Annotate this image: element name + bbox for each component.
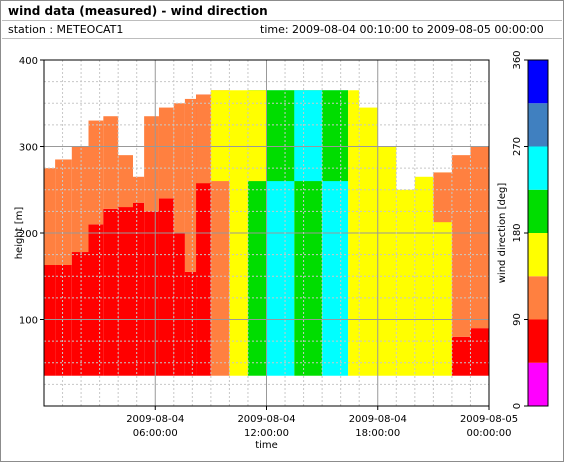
x-tick-label-date: 2009-08-04 bbox=[237, 414, 295, 425]
colorbar-label: wind direction [deg] bbox=[497, 183, 508, 284]
chart-title: wind data (measured) - wind direction bbox=[8, 4, 268, 18]
colorbar-band-7 bbox=[528, 60, 548, 104]
colorbar-band-5 bbox=[528, 146, 548, 190]
x-tick-label-date: 2009-08-04 bbox=[349, 414, 407, 425]
data-cell-low-24 bbox=[451, 336, 471, 376]
y-tick-label: 200 bbox=[19, 229, 38, 240]
y-tick-label: 300 bbox=[19, 143, 38, 154]
data-cell-low-25 bbox=[470, 328, 489, 376]
data-cell-top-12 bbox=[210, 90, 230, 182]
info-bar: station : METEOCAT1 time: 2009-08-04 00:… bbox=[2, 21, 562, 39]
x-tick-label-date: 2009-08-05 bbox=[460, 414, 518, 425]
data-cell-low-3 bbox=[88, 224, 104, 376]
data-cell-low-10 bbox=[184, 271, 197, 376]
station-label: station : METEOCAT1 bbox=[8, 23, 124, 36]
data-cell-low-9 bbox=[173, 233, 185, 376]
colorbar-band-3 bbox=[528, 233, 548, 277]
colorbar-band-1 bbox=[528, 319, 548, 363]
y-tick-label: 100 bbox=[19, 316, 38, 327]
data-cell-upper-25 bbox=[470, 146, 489, 329]
data-cell-upper-20 bbox=[377, 146, 397, 376]
data-cell-low-0 bbox=[44, 265, 56, 376]
data-cell-top-23 bbox=[433, 172, 452, 223]
x-tick-label-date: 2009-08-04 bbox=[126, 414, 184, 425]
data-cell-upper-23 bbox=[433, 172, 452, 376]
colorbar-tick-label: 270 bbox=[512, 137, 523, 156]
x-tick-label-time: 00:00:00 bbox=[467, 428, 512, 439]
data-cell-upper-0 bbox=[44, 168, 56, 266]
x-tick-label-time: 06:00:00 bbox=[133, 428, 178, 439]
title-bar: wind data (measured) - wind direction bbox=[2, 2, 562, 21]
data-cell-top-17 bbox=[322, 90, 349, 182]
colorbar-band-2 bbox=[528, 276, 548, 320]
colorbar-band-6 bbox=[528, 103, 548, 147]
data-cell-low-5 bbox=[118, 207, 133, 376]
data-cell-upper-6 bbox=[133, 176, 145, 203]
data-cell-top-14 bbox=[247, 90, 267, 182]
colorbar-tick-label: 0 bbox=[512, 403, 523, 409]
data-cell-low-6 bbox=[133, 202, 145, 376]
y-tick-label: 400 bbox=[19, 56, 38, 67]
data-cell-low-4 bbox=[103, 208, 119, 376]
data-cell-upper-4 bbox=[103, 116, 119, 209]
data-cell-upper-9 bbox=[173, 103, 185, 233]
data-cell-low-7 bbox=[144, 211, 159, 376]
data-cell-top-11 bbox=[196, 94, 211, 184]
data-cell-upper-24 bbox=[451, 155, 471, 337]
time-range-label: time: 2009-08-04 00:10:00 to 2009-08-05 … bbox=[260, 23, 544, 36]
data-cell-upper-3 bbox=[88, 120, 104, 225]
data-cell-upper-19 bbox=[359, 107, 378, 376]
data-cell-upper-21 bbox=[396, 189, 415, 376]
data-cell-upper-7 bbox=[144, 116, 159, 212]
y-axis-label: height [m] bbox=[14, 207, 25, 260]
data-cell-top-16 bbox=[294, 90, 323, 182]
data-cell-low-2 bbox=[71, 252, 89, 376]
data-cell-upper-5 bbox=[118, 155, 133, 208]
data-cell-upper-10 bbox=[184, 98, 197, 272]
colorbar-tick-label: 180 bbox=[512, 223, 523, 242]
colorbar-band-4 bbox=[528, 189, 548, 233]
colorbar-tick-label: 90 bbox=[512, 313, 523, 326]
data-cell-low-1 bbox=[55, 265, 72, 376]
data-cell-upper-1 bbox=[55, 159, 72, 266]
colorbar-band-0 bbox=[528, 362, 548, 406]
data-cell-low-8 bbox=[158, 198, 174, 376]
data-cell-upper-2 bbox=[71, 146, 89, 253]
x-tick-label-time: 12:00:00 bbox=[244, 428, 289, 439]
x-axis-label: time bbox=[255, 440, 278, 451]
colorbar-tick-label: 360 bbox=[512, 50, 523, 69]
data-cell-upper-8 bbox=[158, 107, 174, 199]
x-tick-label-time: 18:00:00 bbox=[355, 428, 400, 439]
data-cell-top-15 bbox=[266, 90, 295, 182]
